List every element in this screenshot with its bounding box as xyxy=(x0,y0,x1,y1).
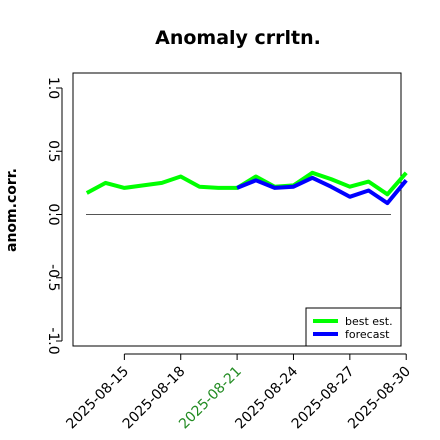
y-axis: -1.0 -0.5 0.0 0.5 1.0 xyxy=(45,77,63,355)
legend-label: forecast xyxy=(345,328,390,341)
y-tick-label: -1.0 xyxy=(45,327,61,354)
plot-area-frame xyxy=(72,72,402,347)
legend: best est.forecast xyxy=(305,307,402,347)
series-line xyxy=(236,175,408,206)
y-axis-label: anom.corr. xyxy=(4,168,20,252)
x-axis: 2025-08-152025-08-182025-08-212025-08-24… xyxy=(63,353,414,432)
y-tick-label: -0.5 xyxy=(45,264,61,291)
chart-title: Anomaly crrltn. xyxy=(155,27,321,49)
y-tick-label: 1.0 xyxy=(45,77,61,99)
legend-label: best est. xyxy=(345,315,393,328)
series-layer xyxy=(85,170,408,206)
y-tick-label: 0.5 xyxy=(45,140,61,162)
y-tick-label: 0.0 xyxy=(45,203,61,225)
legend-box xyxy=(305,307,402,347)
